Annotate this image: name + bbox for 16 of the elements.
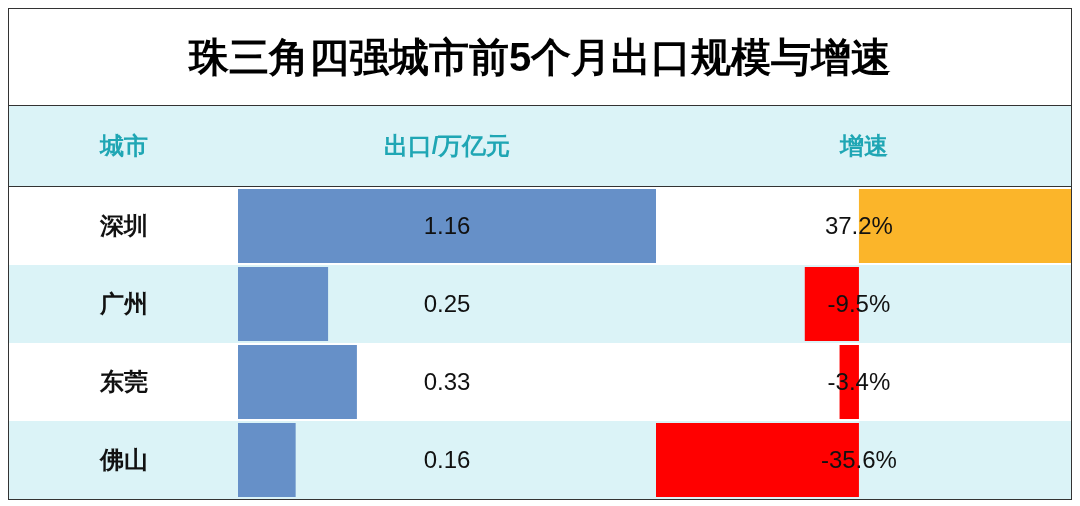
bar <box>238 345 357 419</box>
y-axis-title: 城市 <box>98 131 149 161</box>
y-tick-label: 深圳 <box>98 211 149 241</box>
bar <box>238 423 296 497</box>
bar <box>238 267 329 341</box>
y-tick-label: 东莞 <box>98 367 149 397</box>
data-label: 0.33 <box>423 368 471 396</box>
y-tick-label: 佛山 <box>98 445 149 475</box>
chart-title: 珠三角四强城市前5个月出口规模与增速 <box>9 9 1071 106</box>
data-label: 0.16 <box>423 446 471 474</box>
y-tick-label: 广州 <box>98 289 149 319</box>
data-label: 37.2% <box>824 212 893 240</box>
x-axis-title: 增速 <box>838 131 889 161</box>
data-label: 1.16 <box>423 212 471 240</box>
x-axis-title: 出口/万亿元 <box>382 131 512 161</box>
data-label: 0.25 <box>423 290 471 318</box>
